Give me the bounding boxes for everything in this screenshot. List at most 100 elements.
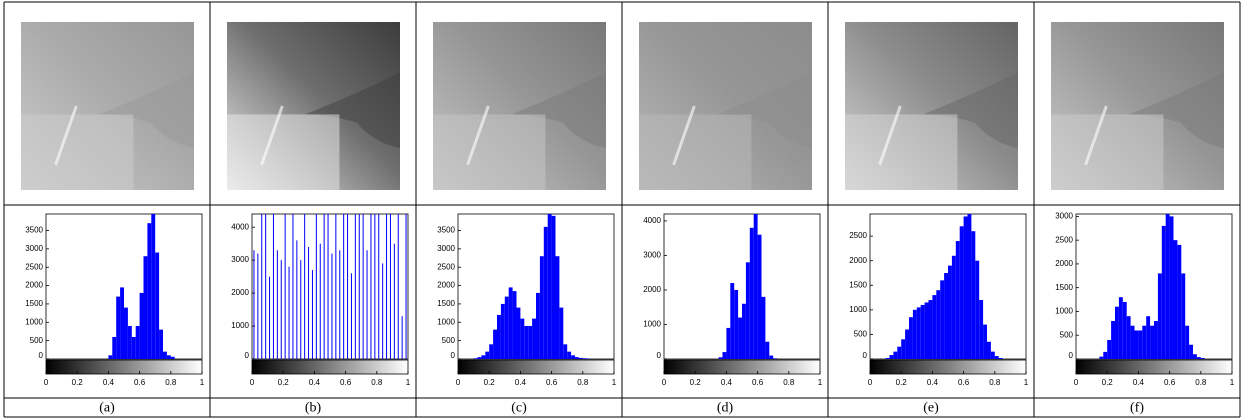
y-tick-label: 0: [245, 351, 250, 360]
histogram-bar: [1146, 316, 1151, 359]
y-tick-label: 2000: [437, 281, 455, 290]
histogram-bar: [539, 256, 544, 359]
histogram-bar: [769, 355, 774, 359]
y-tick-label: 3000: [231, 255, 249, 264]
y-tick-label: 1000: [1055, 307, 1073, 316]
histogram-bar: [473, 358, 478, 359]
histogram-bar: [1165, 214, 1170, 359]
histogram-bar: [1193, 354, 1197, 359]
histogram-bar: [489, 344, 494, 359]
image-cloud: [433, 114, 546, 190]
y-tick-label: 2500: [25, 262, 43, 271]
histogram-bar: [1103, 351, 1108, 359]
colorbar: [457, 359, 615, 375]
histogram-bar: [1196, 357, 1201, 359]
histogram-bar: [1173, 240, 1178, 359]
y-tick-label: 2500: [437, 262, 455, 271]
plot-area: [251, 213, 409, 360]
image-land: [510, 72, 606, 148]
histogram-bar: [1138, 330, 1143, 359]
histogram-bar: [127, 325, 132, 359]
x-tick-label: 1: [612, 378, 617, 387]
histogram-bar: [170, 356, 175, 359]
x-tick-label: 0.8: [577, 378, 589, 387]
histogram-bar: [1161, 225, 1166, 359]
x-tick-label: 0.6: [958, 378, 970, 387]
histogram-bar: [139, 292, 144, 359]
histogram-bar: [734, 289, 739, 359]
y-tick-label: 0: [863, 351, 868, 360]
histogram-bar: [749, 227, 754, 359]
image-cloud: [21, 114, 134, 190]
histogram-bar: [944, 272, 948, 359]
x-tick-label: 0: [456, 378, 461, 387]
y-tick-label: 1000: [643, 320, 661, 329]
histogram-bar: [994, 356, 999, 359]
histogram-bar: [159, 329, 163, 359]
histogram-bar: [504, 296, 509, 359]
histogram-bar: [147, 223, 152, 359]
x-tick-label: 1: [1024, 378, 1029, 387]
x-tick-label: 0.8: [371, 378, 383, 387]
histogram-bar: [757, 234, 762, 359]
histogram-bar: [975, 260, 980, 359]
y-tick-label: 1000: [437, 317, 455, 326]
image-land: [922, 72, 1018, 148]
histogram-bar: [532, 318, 536, 359]
histogram-bar: [761, 296, 766, 359]
x-tick-label: 0.4: [515, 378, 527, 387]
histogram-bar: [1122, 301, 1127, 359]
y-tick-label: 1000: [25, 317, 43, 326]
histogram-bar: [1154, 320, 1158, 359]
histogram-bar: [948, 265, 952, 359]
x-tick-label: 0.2: [484, 378, 496, 387]
y-tick-label: 2000: [1055, 259, 1073, 268]
image-land: [1128, 72, 1224, 148]
caption: (f): [1130, 401, 1144, 416]
y-tick-label: 0: [1069, 351, 1074, 360]
histogram-bar: [983, 324, 987, 359]
x-tick-label: 0: [868, 378, 873, 387]
image-land: [716, 72, 812, 148]
x-tick-label: 0.2: [690, 378, 702, 387]
y-tick-label: 0: [657, 351, 662, 360]
y-tick-label: 2000: [849, 256, 867, 265]
histogram-bar: [481, 355, 486, 359]
y-tick-label: 3500: [25, 226, 43, 235]
histogram-bar: [547, 214, 552, 359]
histogram-bar: [578, 357, 583, 359]
x-tick-label: 0.2: [72, 378, 84, 387]
histogram-bar: [1107, 339, 1112, 359]
histogram-bar: [567, 351, 572, 359]
x-tick-label: 0.6: [340, 378, 352, 387]
image-streak: [1084, 105, 1108, 166]
image-cloud: [1051, 114, 1164, 190]
histogram-bar: [508, 287, 513, 359]
histogram-bar: [551, 215, 556, 359]
caption: (a): [99, 401, 115, 416]
histogram-bar: [979, 300, 984, 359]
colorbar: [251, 359, 409, 375]
y-tick-label: 3000: [437, 244, 455, 253]
histogram-bar: [718, 357, 723, 359]
histogram-bar: [967, 214, 972, 359]
x-tick-label: 0.6: [1164, 378, 1176, 387]
x-tick-label: 0.8: [165, 378, 177, 387]
image-streak: [260, 105, 284, 166]
histogram-bar: [963, 216, 968, 359]
x-tick-label: 0.6: [546, 378, 558, 387]
y-tick-label: 1500: [1055, 283, 1073, 292]
histogram-bar: [916, 307, 921, 359]
y-tick-label: 2000: [231, 288, 249, 297]
histogram-bar: [936, 290, 941, 359]
x-tick-label: 0.4: [103, 378, 115, 387]
histogram-bar: [885, 358, 890, 359]
histogram-bar: [124, 307, 128, 359]
x-tick-label: 0.6: [752, 378, 764, 387]
image-streak: [672, 105, 696, 166]
histogram-bar: [932, 295, 937, 359]
y-tick-label: 0: [39, 351, 44, 360]
histogram-bar: [135, 325, 140, 359]
histogram-bar: [1126, 316, 1131, 359]
x-tick-label: 0.2: [278, 378, 290, 387]
